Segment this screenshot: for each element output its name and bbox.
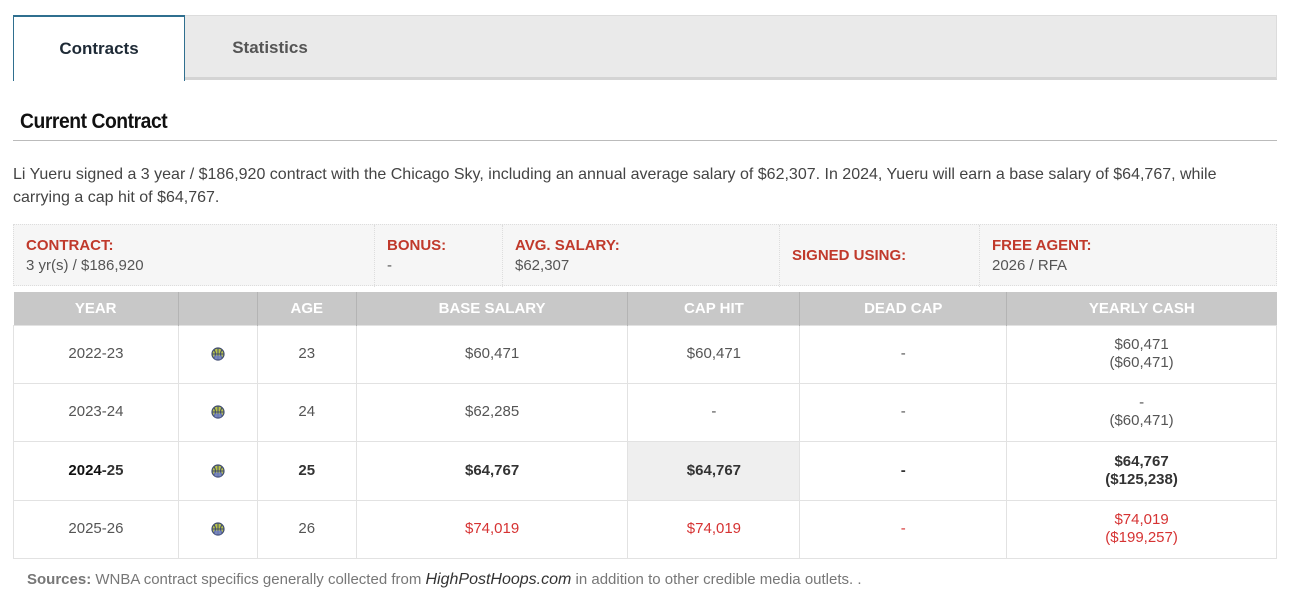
table-row: 2023-24 24 $62,285 - - - ($60,471) (13, 382, 1277, 442)
cell-dead-cap: - (799, 382, 1008, 442)
cell-yearly-cash: - ($60,471) (1006, 382, 1277, 442)
info-signed-using: SIGNED USING: (780, 225, 980, 287)
info-free-agent-label: FREE AGENT: (992, 237, 1092, 254)
contract-summary: Li Yueru signed a 3 year / $186,920 cont… (13, 166, 1217, 206)
yearly-cash-value: $64,767 (1114, 452, 1169, 470)
sources-text-after: in addition to other credible media outl… (571, 571, 862, 588)
header-yearly-cash[interactable]: YEARLY CASH (1006, 292, 1277, 325)
yearly-cash-value: $74,019 (1114, 511, 1169, 528)
cell-yearly-cash: $74,019 ($199,257) (1006, 499, 1277, 559)
info-avg-salary-value: $62,307 (515, 257, 570, 274)
cell-year: 2025-26 (13, 499, 179, 559)
info-avg-salary-label: AVG. SALARY: (515, 237, 620, 254)
cell-base-salary: $74,019 (355, 499, 629, 559)
info-contract: CONTRACT: 3 yr(s) / $186,920 (14, 225, 375, 287)
cell-year: 2023-24 (13, 382, 179, 442)
sources-link[interactable]: HighPostHoops.com (425, 571, 572, 588)
section-divider (13, 140, 1277, 141)
yearly-cash-total: ($60,471) (1109, 412, 1174, 429)
info-free-agent: FREE AGENT: 2026 / RFA (980, 225, 1278, 287)
yearly-cash-value: $60,471 (1114, 336, 1169, 353)
header-base-salary[interactable]: BASE SALARY (356, 292, 629, 325)
cell-base-salary: $62,285 (355, 382, 629, 442)
info-free-agent-value: 2026 / RFA (992, 257, 1068, 274)
info-contract-label: CONTRACT: (26, 237, 114, 254)
contract-table: YEAR AGE BASE SALARY CAP HIT DEAD CAP YE… (13, 292, 1277, 559)
cell-team (177, 324, 258, 384)
contract-info-strip: CONTRACT: 3 yr(s) / $186,920 BONUS: - AV… (13, 224, 1278, 287)
table-row-current: 2024-25 25 $64,767 $64,767 - $64,767 ($12… (13, 440, 1277, 501)
yearly-cash-total: ($60,471) (1109, 354, 1174, 371)
table-row-future: 2025-26 26 $74,019 $74,019 - $74,019 ($19… (13, 499, 1277, 559)
team-logo-icon (211, 405, 225, 419)
sources-note: Sources: WNBA contract specifics general… (27, 571, 862, 589)
cell-age: 23 (256, 324, 357, 384)
cell-team (177, 382, 258, 442)
info-bonus-value: - (387, 257, 392, 274)
cell-yearly-cash: $64,767 ($125,238) (1006, 440, 1277, 501)
info-bonus: BONUS: - (375, 225, 503, 287)
cell-base-salary: $60,471 (355, 324, 629, 384)
yearly-cash-total: ($199,257) (1105, 529, 1178, 546)
info-contract-value: 3 yr(s) / $186,920 (26, 257, 144, 274)
yearly-cash-value: - (1139, 394, 1145, 411)
yearly-cash-total: ($125,238) (1105, 470, 1178, 488)
cell-cap-hit: $60,471 (627, 324, 801, 384)
team-logo-icon (211, 463, 225, 478)
team-logo-icon (211, 347, 225, 361)
cell-year: 2022-23 (13, 324, 179, 384)
header-dead-cap[interactable]: DEAD CAP (799, 292, 1008, 325)
info-avg-salary: AVG. SALARY: $62,307 (503, 225, 780, 287)
tab-contracts[interactable]: Contracts (13, 15, 185, 81)
cell-age: 26 (256, 499, 357, 559)
cell-year-end: -25 (101, 461, 124, 479)
header-cap-hit[interactable]: CAP HIT (627, 292, 801, 325)
info-bonus-label: BONUS: (387, 237, 447, 254)
cell-base-salary: $64,767 (355, 440, 629, 501)
cell-age: 24 (256, 382, 357, 442)
cell-dead-cap: - (799, 440, 1008, 501)
sources-text-before: WNBA contract specifics generally collec… (91, 571, 426, 588)
cell-team (177, 499, 258, 559)
tab-statistics[interactable]: Statistics (232, 38, 308, 57)
table-header-row: YEAR AGE BASE SALARY CAP HIT DEAD CAP YE… (13, 292, 1277, 325)
cell-yearly-cash: $60,471 ($60,471) (1006, 324, 1277, 384)
header-age[interactable]: AGE (257, 292, 357, 325)
cell-cap-hit: - (627, 382, 801, 442)
cell-dead-cap: - (799, 324, 1008, 384)
cell-cap-hit: $64,767 (627, 440, 801, 501)
team-logo-icon (211, 522, 225, 536)
cell-age: 25 (256, 440, 357, 501)
table-row: 2022-23 23 $60,471 $60,471 - $60,471 ($60… (13, 324, 1277, 384)
tab-bar: Contracts Statistics (13, 15, 1277, 81)
cell-team (177, 440, 258, 501)
cell-year-start: 2024 (68, 461, 102, 479)
cell-cap-hit: $74,019 (627, 499, 801, 559)
cell-dead-cap: - (799, 499, 1008, 559)
info-signed-using-label: SIGNED USING: (792, 247, 907, 264)
cell-year: 2024-25 (13, 440, 179, 501)
header-team (178, 292, 258, 325)
sources-label: Sources: (27, 571, 92, 588)
section-title: Current Contract (20, 110, 168, 133)
header-year[interactable]: YEAR (13, 292, 179, 325)
